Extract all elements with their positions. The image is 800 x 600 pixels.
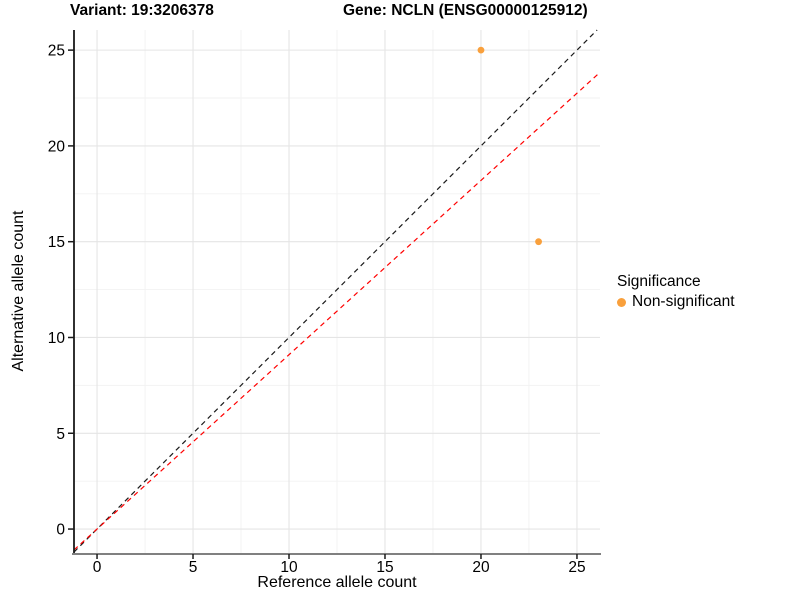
gene-title: Gene: NCLN (ENSG00000125912) <box>343 2 588 19</box>
legend: Significance Non-significant <box>617 273 735 311</box>
data-point <box>535 238 542 246</box>
identity-line <box>73 29 598 553</box>
y-tick-label: 25 <box>48 43 65 60</box>
x-tick-label: 10 <box>280 559 298 576</box>
expected-ratio-line <box>73 71 601 551</box>
x-tick-label: 0 <box>93 559 102 576</box>
y-axis-title: Alternative allele count <box>10 210 27 372</box>
x-tick-label: 25 <box>568 559 585 576</box>
x-tick-label: 5 <box>189 559 198 576</box>
legend-item-label: Non-significant <box>632 293 735 310</box>
y-tick-label: 0 <box>56 522 65 539</box>
variant-title: Variant: 19:3206378 <box>70 2 214 19</box>
y-tick-label: 5 <box>56 426 65 443</box>
x-axis-title: Reference allele count <box>257 574 417 591</box>
legend-title: Significance <box>617 273 701 290</box>
y-tick-label: 10 <box>48 330 66 347</box>
x-tick-label: 20 <box>472 559 490 576</box>
y-tick-label: 20 <box>48 138 66 155</box>
data-point <box>477 46 485 54</box>
x-tick-label: 15 <box>376 559 393 576</box>
legend-point-icon <box>617 297 626 307</box>
y-tick-label: 15 <box>48 234 65 251</box>
legend-item-non-significant: Non-significant <box>617 293 735 311</box>
